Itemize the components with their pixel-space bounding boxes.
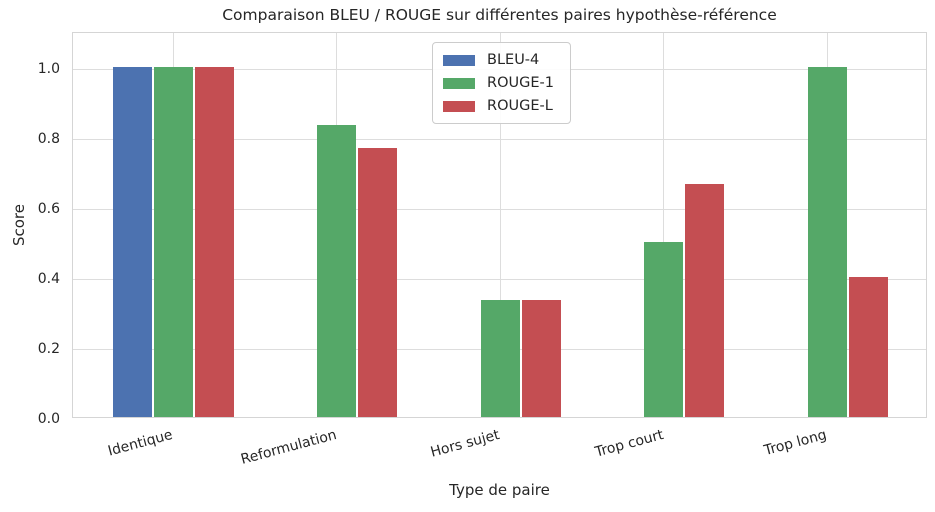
chart-title: Comparaison BLEU / ROUGE sur différentes…	[222, 6, 777, 24]
legend-entry-rouge-l: ROUGE-L	[443, 98, 554, 114]
bar-rouge-1-reformulation	[317, 125, 356, 417]
legend-label-rouge-l: ROUGE-L	[487, 98, 553, 114]
x-tick-label-trop-long: Trop long	[762, 426, 829, 460]
bar-rouge-l-reformulation	[358, 148, 397, 417]
bar-group-trop-long	[767, 33, 888, 417]
plot-area: BLEU-4 ROUGE-1 ROUGE-L	[72, 32, 927, 418]
bar-group-reformulation	[276, 33, 397, 417]
x-tick-label-trop-court: Trop court	[592, 426, 665, 461]
bar-rouge-1-trop-long	[807, 67, 847, 417]
bar-rouge-1-trop-court	[644, 242, 683, 417]
legend-entry-bleu-4: BLEU-4	[443, 52, 554, 68]
legend-label-rouge-1: ROUGE-1	[487, 75, 554, 91]
x-tick-label-hors-sujet: Hors sujet	[428, 426, 502, 461]
x-tick-label-identique: Identique	[106, 426, 175, 460]
legend-swatch-rouge-l	[443, 100, 475, 112]
bar-rouge-l-trop-long	[848, 277, 888, 417]
legend-swatch-bleu-4	[443, 54, 475, 66]
bar-group-identique	[112, 33, 234, 417]
y-tick-label-0.6: 0.6	[37, 201, 60, 217]
gridline-v-hors-sujet	[499, 33, 501, 417]
bar-group-trop-court	[603, 33, 724, 417]
legend: BLEU-4 ROUGE-1 ROUGE-L	[432, 42, 571, 124]
y-tick-label-1.0: 1.0	[37, 61, 60, 77]
legend-swatch-rouge-1	[443, 77, 475, 89]
gridline-v-trop-court	[663, 33, 664, 417]
bar-rouge-l-hors-sujet	[521, 300, 561, 417]
bar-rouge-l-trop-court	[685, 184, 724, 417]
x-axis-label: Type de paire	[449, 481, 550, 499]
legend-label-bleu-4: BLEU-4	[487, 52, 540, 68]
legend-entry-rouge-1: ROUGE-1	[443, 75, 554, 91]
bar-bleu-4-identique	[112, 67, 152, 417]
bar-rouge-1-hors-sujet	[480, 300, 520, 417]
y-axis-label: Score	[10, 204, 28, 247]
y-tick-label-0.4: 0.4	[37, 271, 60, 287]
y-tick-label-0.8: 0.8	[37, 131, 60, 147]
bar-rouge-l-identique	[194, 67, 234, 417]
y-tick-label-0.0: 0.0	[37, 411, 60, 427]
x-tick-label-reformulation: Reformulation	[238, 426, 338, 468]
bar-group-hors-sujet	[440, 33, 561, 417]
bar-rouge-1-identique	[153, 67, 193, 417]
y-tick-label-0.2: 0.2	[37, 341, 60, 357]
